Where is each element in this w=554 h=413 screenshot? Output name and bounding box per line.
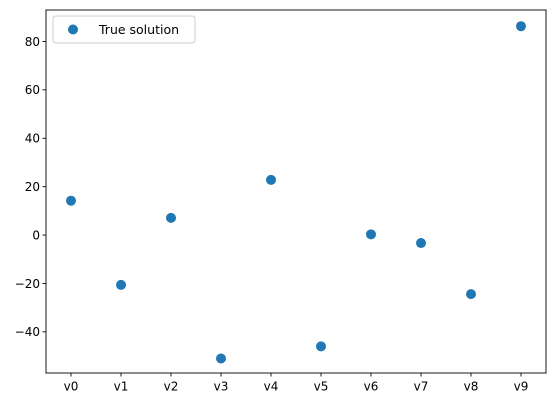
y-tick-label: 0 — [32, 228, 40, 242]
legend-box — [52, 15, 196, 44]
data-point-v6 — [366, 229, 376, 240]
x-tick-label: v6 — [364, 380, 379, 394]
y-tick-label: 60 — [25, 83, 40, 97]
data-point-v5 — [316, 341, 326, 352]
y-tick-label: −40 — [15, 325, 40, 339]
y-tick-label: 20 — [25, 180, 40, 194]
y-tick-label: −20 — [15, 277, 40, 291]
legend-label-true-solution: True solution — [98, 22, 179, 37]
x-tick-label: v2 — [164, 380, 179, 394]
y-tick-label: 80 — [25, 35, 40, 49]
x-tick-label: v1 — [114, 380, 129, 394]
y-axis: −40 −20 0 20 40 60 80 — [15, 35, 46, 339]
data-point-v0 — [66, 195, 76, 206]
plot-area — [45, 9, 547, 374]
data-point-v8 — [466, 289, 476, 300]
data-point-v2 — [166, 212, 176, 223]
x-tick-label: v9 — [514, 380, 529, 394]
x-tick-label: v3 — [214, 380, 229, 394]
x-tick-label: v7 — [414, 380, 429, 394]
data-point-v1 — [116, 279, 126, 290]
x-tick-label: v5 — [314, 380, 329, 394]
x-tick-label: v4 — [264, 380, 279, 394]
data-point-v9 — [516, 21, 526, 32]
data-point-v7 — [416, 238, 426, 249]
legend: True solution — [52, 15, 196, 44]
x-tick-label: v0 — [64, 380, 79, 394]
x-axis: v0 v1 v2 v3 v4 v5 v6 v7 v8 v9 — [64, 373, 529, 394]
x-tick-label: v8 — [464, 380, 479, 394]
data-point-v4 — [266, 174, 276, 185]
y-tick-label: 40 — [25, 132, 40, 146]
legend-marker — [68, 24, 78, 35]
data-points — [66, 21, 526, 364]
data-point-v3 — [216, 353, 226, 364]
